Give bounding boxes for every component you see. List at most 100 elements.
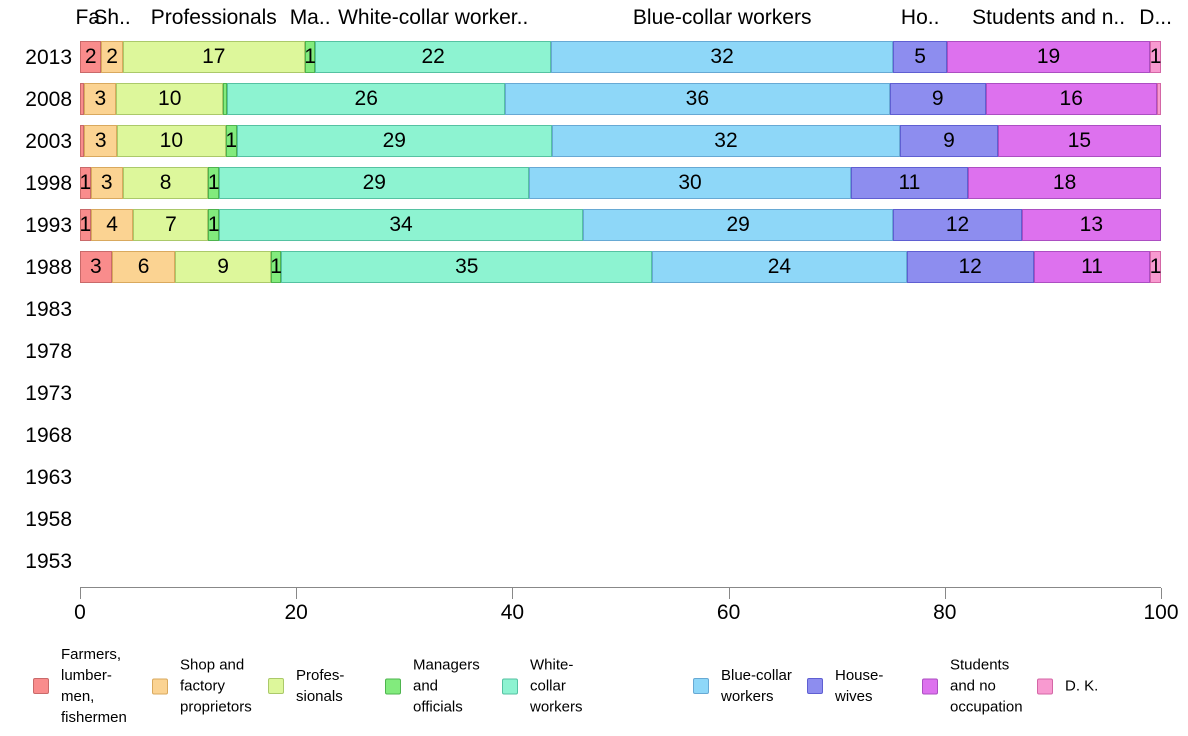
segment-professionals[interactable]: 8 — [122, 167, 209, 199]
axis-tick-label: 0 — [74, 601, 86, 624]
segment-students[interactable]: 19 — [946, 41, 1151, 73]
segment-value-label: 1 — [304, 45, 316, 68]
segment-managers[interactable]: 1 — [208, 209, 220, 241]
segment-value-label: 2 — [84, 45, 97, 68]
stacked-bar — [80, 377, 1161, 409]
stacked-bar: 2 2 17 1 22 32 5 19 1 — [80, 41, 1161, 73]
segment-blue-collar[interactable]: 29 — [582, 209, 894, 241]
segment-value-label: 6 — [137, 255, 150, 278]
segment-farmers[interactable] — [80, 83, 85, 115]
segment-students[interactable]: 16 — [985, 83, 1157, 115]
segment-white-collar[interactable]: 26 — [227, 83, 506, 115]
chart-row: 1968 — [0, 414, 1188, 456]
segment-value-label: 3 — [100, 171, 113, 194]
segment-dk[interactable]: 1 — [1150, 41, 1161, 73]
segment-value-label: 9 — [931, 87, 944, 110]
legend-item-managers[interactable]: Managers and officials — [385, 655, 480, 718]
segment-professionals[interactable]: 10 — [116, 83, 224, 115]
legend-label: Shop and factory proprietors — [180, 656, 252, 716]
segment-farmers[interactable]: 3 — [80, 251, 112, 283]
segment-housewives[interactable]: 5 — [893, 41, 947, 73]
segment-shop[interactable]: 3 — [84, 125, 117, 157]
segment-shop[interactable]: 3 — [90, 167, 123, 199]
segment-professionals[interactable]: 9 — [175, 251, 271, 283]
segment-managers[interactable]: 1 — [208, 167, 220, 199]
year-label: 1998 — [25, 171, 72, 195]
segment-shop[interactable]: 4 — [90, 209, 134, 241]
legend-item-white-collar[interactable]: White- collar workers — [502, 655, 583, 718]
legend-label: House- wives — [835, 667, 884, 705]
segment-housewives[interactable]: 9 — [889, 83, 986, 115]
segment-professionals[interactable]: 7 — [133, 209, 209, 241]
legend-item-shop[interactable]: Shop and factory proprietors — [152, 655, 252, 718]
segment-value-label: 18 — [1052, 171, 1077, 194]
segment-farmers[interactable]: 2 — [80, 41, 102, 73]
segment-managers[interactable]: 1 — [304, 41, 316, 73]
segment-managers[interactable]: 1 — [270, 251, 282, 283]
legend-swatch-housewives — [807, 678, 823, 694]
segment-shop[interactable]: 3 — [84, 83, 117, 115]
segment-blue-collar[interactable]: 32 — [550, 41, 894, 73]
segment-white-collar[interactable]: 34 — [219, 209, 583, 241]
segment-value-label: 10 — [159, 129, 184, 152]
chart-row: 1958 — [0, 498, 1188, 540]
segment-dk[interactable]: 1 — [1150, 251, 1161, 283]
legend-label: Profes- sionals — [296, 667, 345, 705]
category-header-farmers: Fa. — [75, 6, 106, 29]
segment-managers[interactable]: 1 — [225, 125, 237, 157]
year-label: 1958 — [25, 507, 72, 531]
legend-label: D. K. — [1065, 677, 1099, 695]
chart-row: 2008 3 10 26 36 9 16 — [0, 78, 1188, 120]
year-label: 1988 — [25, 255, 72, 279]
segment-blue-collar[interactable]: 30 — [529, 167, 851, 199]
segment-blue-collar[interactable]: 36 — [505, 83, 890, 115]
segment-farmers[interactable]: 1 — [80, 209, 91, 241]
segment-white-collar[interactable]: 29 — [236, 125, 552, 157]
segment-blue-collar[interactable]: 24 — [652, 251, 907, 283]
segment-farmers[interactable] — [80, 125, 85, 157]
stacked-bar — [80, 335, 1161, 367]
segment-blue-collar[interactable]: 32 — [551, 125, 900, 157]
segment-students[interactable]: 11 — [1033, 251, 1151, 283]
segment-white-collar[interactable]: 22 — [315, 41, 551, 73]
segment-students[interactable]: 15 — [997, 125, 1161, 157]
segment-shop[interactable]: 6 — [111, 251, 176, 283]
segment-dk[interactable] — [1156, 83, 1161, 115]
category-header-dk: D... — [1139, 6, 1172, 29]
segment-white-collar[interactable]: 35 — [281, 251, 653, 283]
chart-row: 1963 — [0, 456, 1188, 498]
axis-tick — [1161, 588, 1162, 599]
segment-housewives[interactable]: 11 — [850, 167, 969, 199]
legend-item-farmers[interactable]: Farmers, lumber- men, fishermen — [33, 644, 127, 728]
segment-professionals[interactable]: 10 — [116, 125, 226, 157]
segment-value-label: 5 — [914, 45, 926, 68]
segment-housewives[interactable]: 9 — [899, 125, 998, 157]
legend-swatch-managers — [385, 678, 401, 694]
segment-managers[interactable] — [223, 83, 228, 115]
segment-value-label: 1 — [1149, 255, 1162, 278]
segment-shop[interactable]: 2 — [101, 41, 123, 73]
stacked-bar: 3 10 1 29 32 9 15 — [80, 125, 1161, 157]
segment-students[interactable]: 13 — [1021, 209, 1161, 241]
legend-item-housewives[interactable]: House- wives — [807, 665, 883, 707]
legend-item-dk[interactable]: D. K. — [1037, 676, 1098, 697]
segment-farmers[interactable]: 1 — [80, 167, 91, 199]
segment-housewives[interactable]: 12 — [906, 251, 1034, 283]
chart-row: 1953 — [0, 540, 1188, 582]
segment-white-collar[interactable]: 29 — [219, 167, 530, 199]
stacked-bar — [80, 503, 1161, 535]
chart-row: 1978 — [0, 330, 1188, 372]
segment-students[interactable]: 18 — [968, 167, 1161, 199]
legend-label: Students and no occupation — [950, 656, 1023, 716]
segment-value-label: 17 — [202, 45, 226, 68]
legend-item-professionals[interactable]: Profes- sionals — [268, 665, 344, 707]
legend-item-students[interactable]: Students and no occupation — [922, 655, 1023, 718]
segment-housewives[interactable]: 12 — [893, 209, 1022, 241]
segment-professionals[interactable]: 17 — [122, 41, 305, 73]
segment-value-label: 26 — [354, 87, 378, 110]
legend-item-blue-collar[interactable]: Blue-collar workers — [693, 665, 792, 707]
segment-value-label: 3 — [90, 255, 102, 278]
segment-value-label: 1 — [270, 255, 282, 278]
chart-row: 1983 — [0, 288, 1188, 330]
